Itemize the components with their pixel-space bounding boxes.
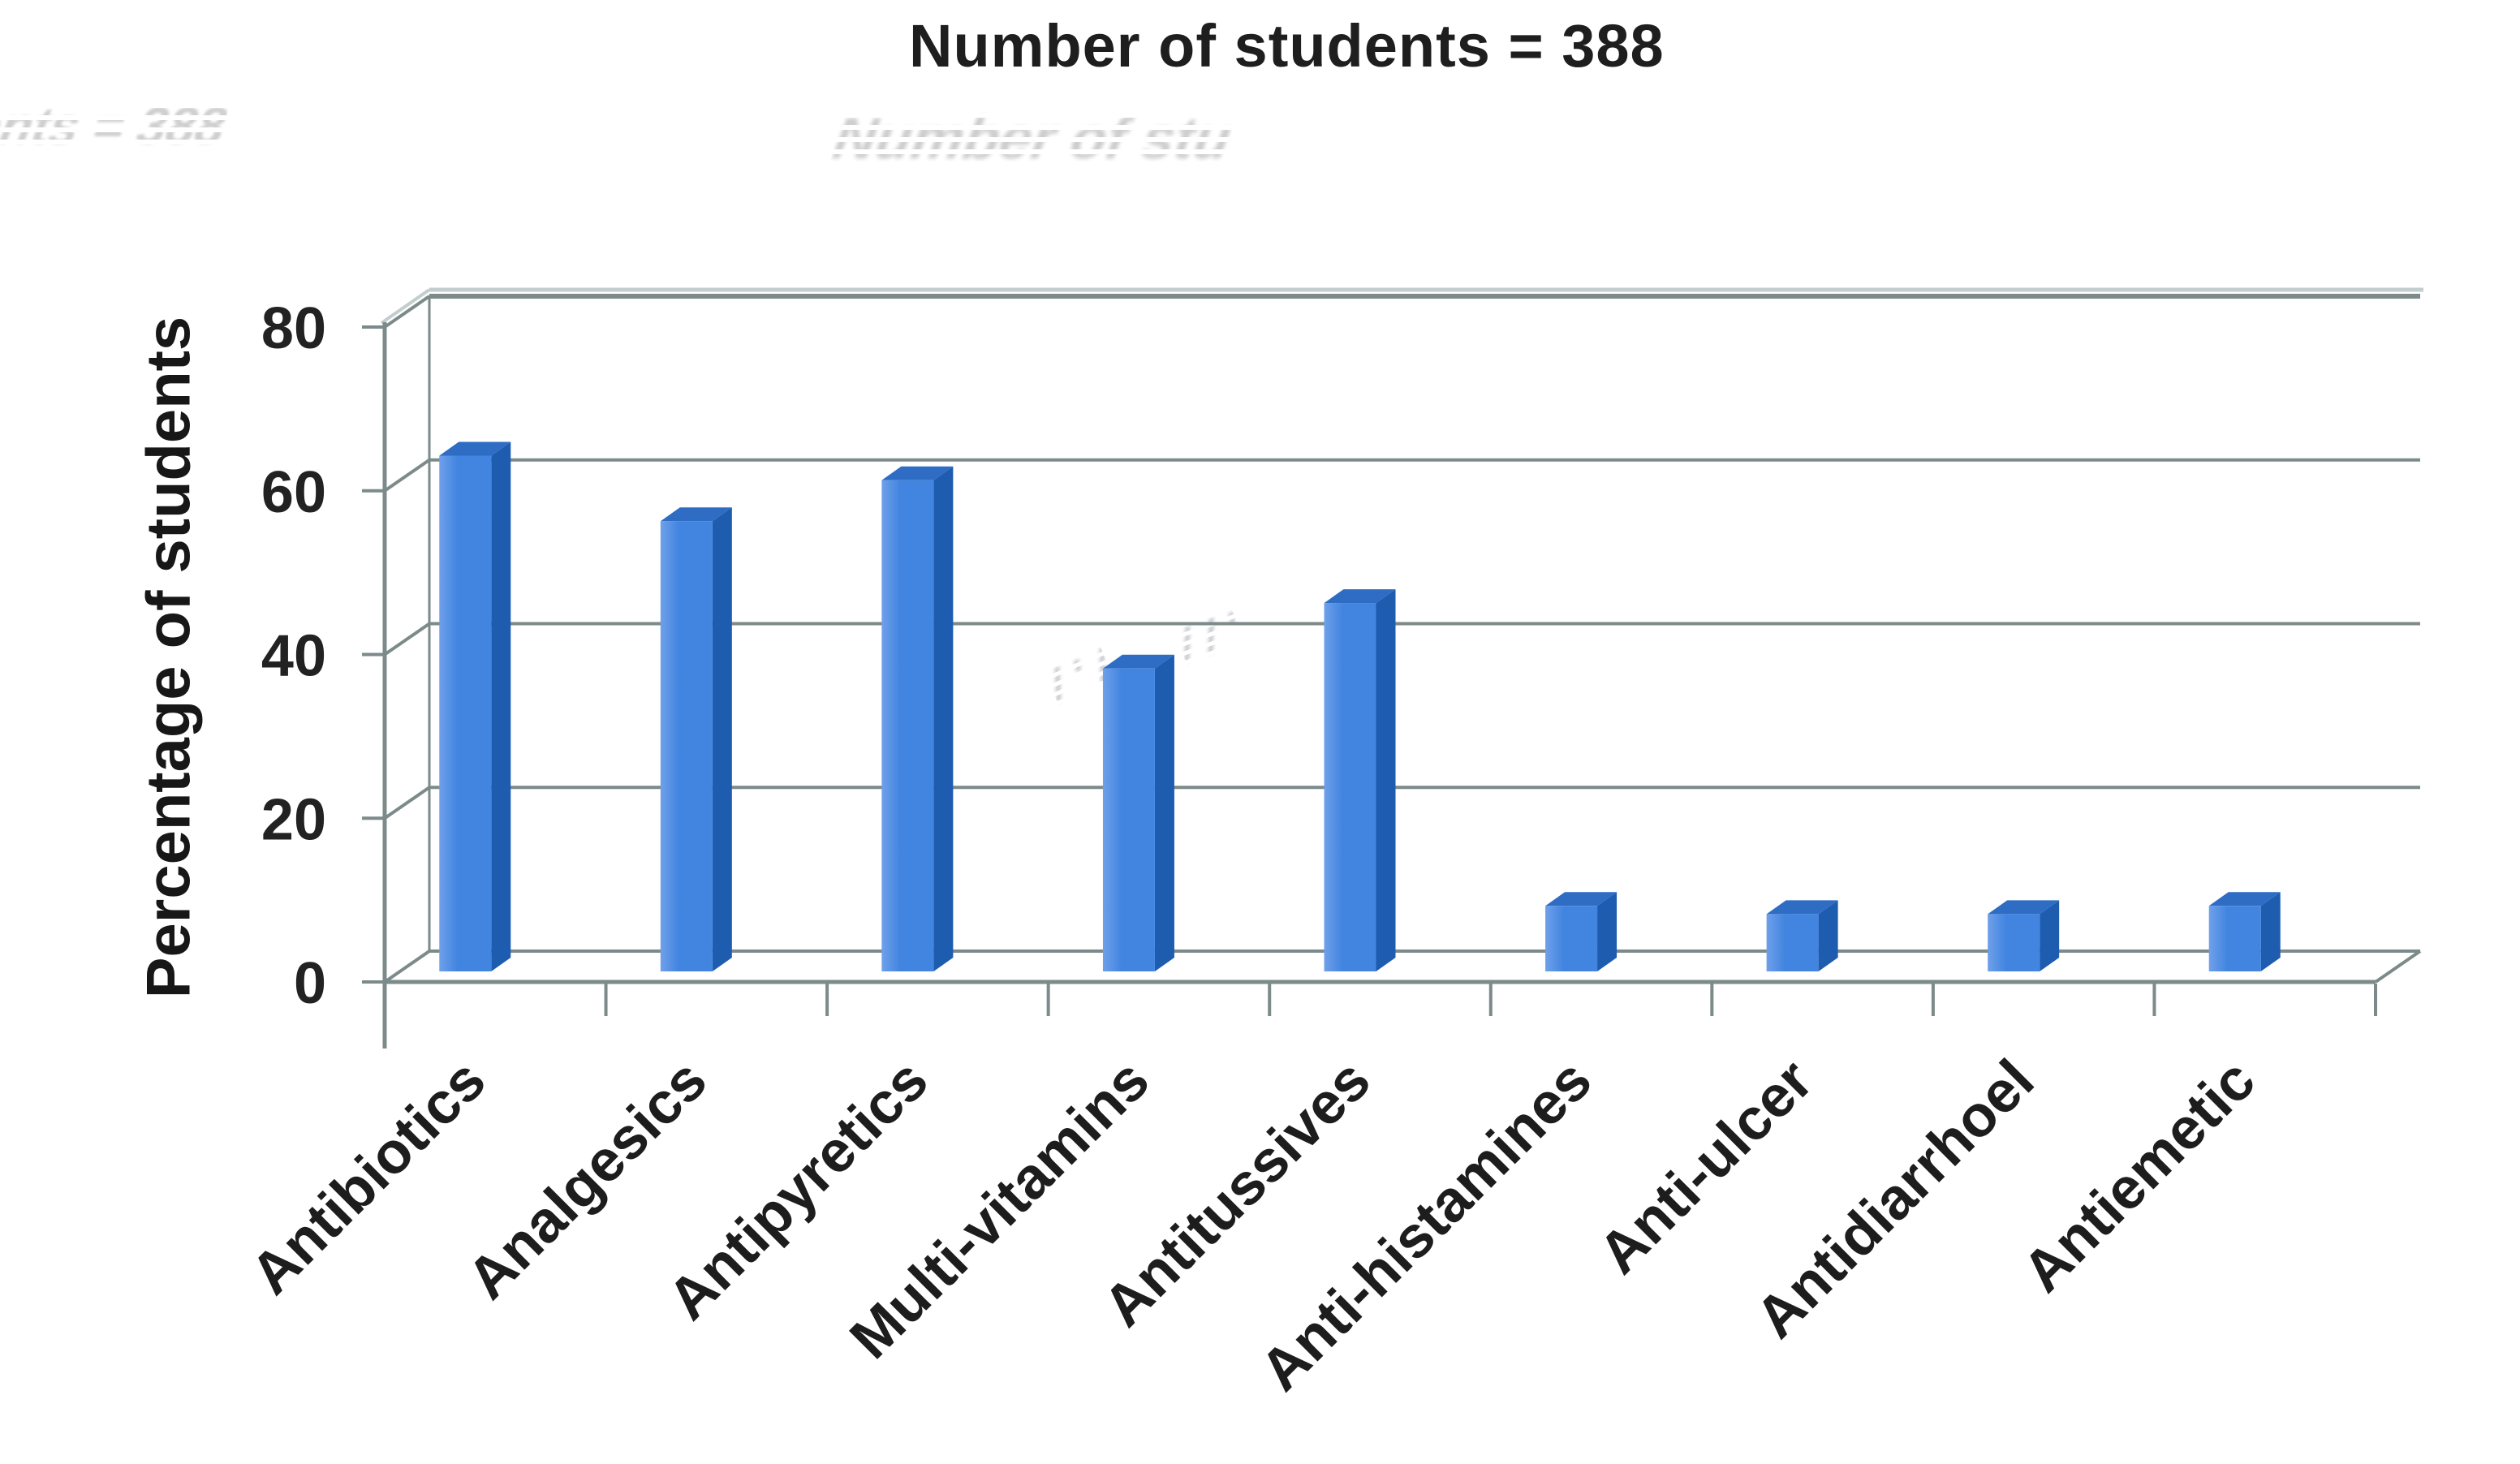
chart-title: Number of students = 388: [909, 12, 1665, 80]
bars: [439, 441, 2281, 971]
bar-anti-histamines: [1545, 892, 1618, 971]
bar-antipyretics: [881, 466, 954, 971]
y-tick-label-20: 20: [261, 787, 326, 852]
bar-multi-vitamins: [1102, 654, 1174, 971]
bar-antidiarrhoel: [1988, 900, 2060, 971]
y-tick-label-80: 80: [261, 296, 326, 361]
category-label-7: Anti-ulcer: [1587, 1048, 1825, 1286]
y-tick-label-60: 60: [261, 460, 326, 525]
bar-antiemetic: [2208, 892, 2281, 971]
y-tick-label-40: 40: [261, 624, 326, 689]
bar-antitussives: [1324, 589, 1396, 971]
category-label-9: Antiemetic: [2010, 1048, 2268, 1305]
y-tick-label-0: 0: [294, 951, 326, 1016]
bar-anti-ulcer: [1766, 900, 1838, 971]
category-labels: AntibioticsAnalgesicsAntipyreticsMulti-v…: [239, 1048, 2268, 1403]
floor-baseline: [385, 949, 2422, 1016]
wall-gridlines: 0 20 40 60 80: [261, 287, 2423, 1048]
bar-antibiotics: [439, 441, 511, 971]
bar-analgesics: [660, 507, 732, 971]
